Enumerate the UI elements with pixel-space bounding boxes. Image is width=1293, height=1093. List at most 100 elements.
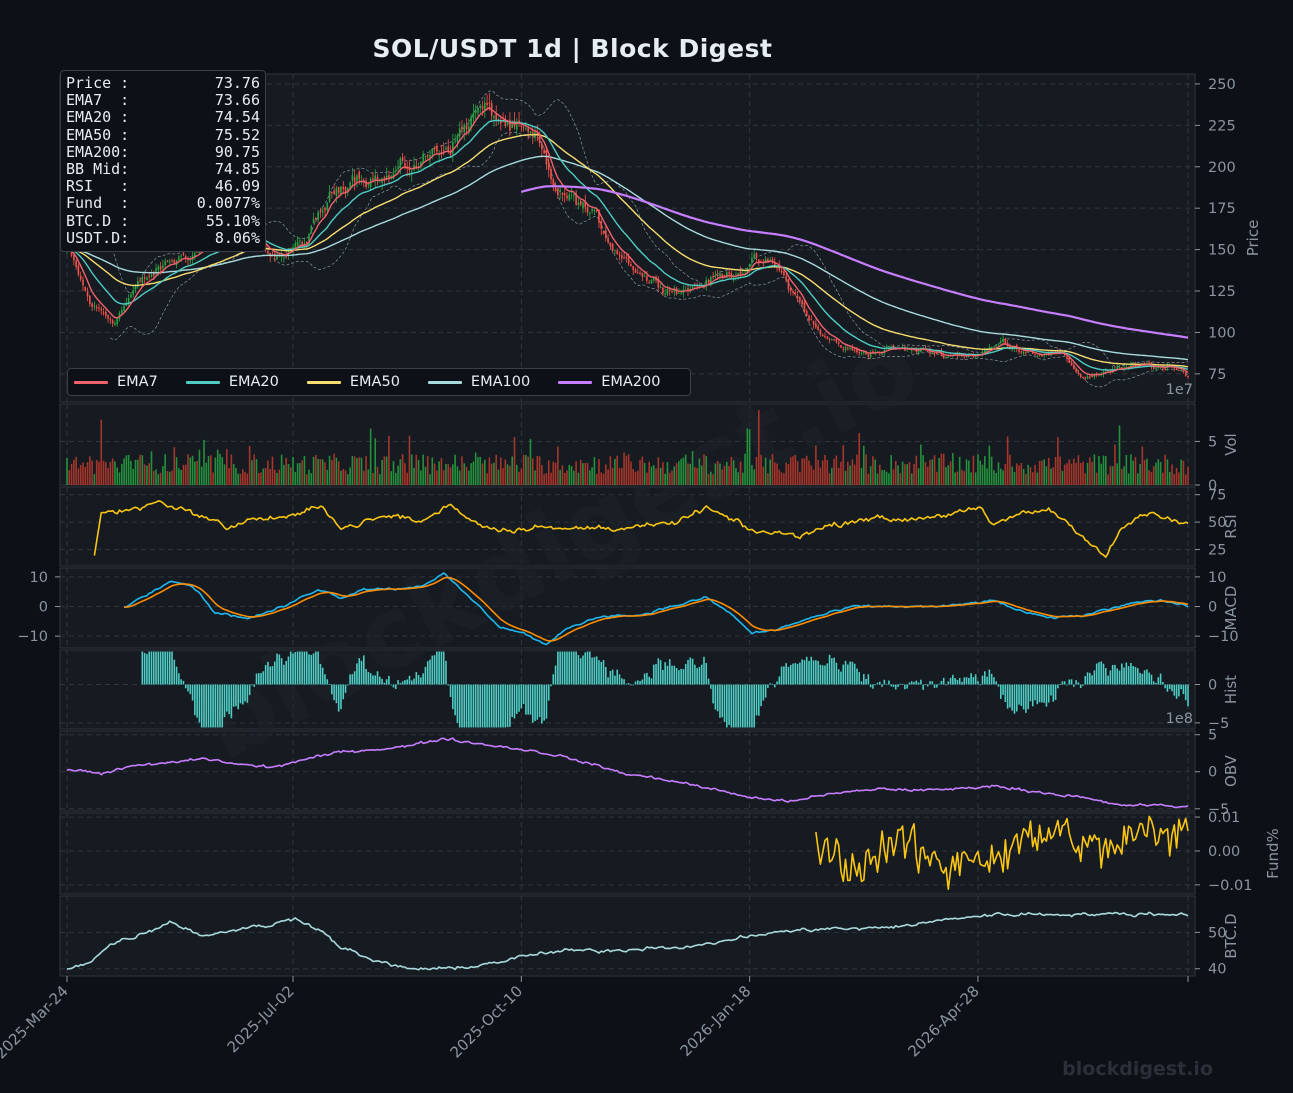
candle-body — [664, 293, 666, 295]
histogram-bar — [515, 684, 518, 714]
volume-bar — [990, 456, 993, 485]
histogram-bar — [863, 674, 865, 685]
volume-bar — [383, 456, 386, 485]
volume-bar — [958, 456, 961, 485]
candle-body — [755, 253, 758, 258]
volume-bar — [127, 454, 130, 485]
histogram-bar — [634, 681, 637, 685]
volume-bar — [260, 472, 262, 485]
volume-bar — [863, 445, 865, 485]
ylabel-rsi: RSI — [1222, 514, 1240, 538]
volume-bar — [995, 472, 998, 485]
volume-bar — [828, 473, 831, 485]
volume-bar — [986, 468, 988, 485]
candle-body — [668, 289, 671, 291]
histogram-bar — [408, 675, 411, 685]
volume-bar — [420, 470, 422, 485]
candle-body — [84, 286, 87, 292]
candle-body — [529, 131, 532, 134]
candle-body — [123, 305, 125, 311]
volume-bar — [689, 463, 692, 485]
histogram-bar — [831, 658, 833, 685]
candle-body — [757, 259, 760, 263]
candle-body — [586, 207, 589, 213]
candle-body — [641, 272, 644, 277]
volume-bar — [1120, 469, 1123, 485]
volume-bar — [93, 474, 96, 485]
candle-body — [317, 212, 319, 220]
histogram-bar — [858, 672, 861, 685]
histogram-bar — [461, 684, 463, 728]
volume-bar — [237, 473, 240, 485]
histogram-bar — [182, 680, 185, 685]
histogram-bar — [817, 660, 819, 685]
volume-bar — [614, 458, 616, 485]
histogram-bar — [746, 684, 749, 728]
histogram-bar — [874, 684, 877, 686]
histogram-bar — [1100, 661, 1103, 685]
histogram-bar — [481, 684, 484, 728]
histogram-bar — [447, 684, 450, 686]
candle-body — [442, 150, 445, 152]
histogram-bar — [810, 656, 813, 685]
histogram-bar — [945, 684, 947, 686]
candle-body — [557, 188, 559, 196]
volume-bar — [226, 449, 228, 485]
histogram-bar — [1043, 684, 1045, 703]
volume-bar — [210, 455, 212, 485]
histogram-bar — [538, 684, 541, 718]
tick-label-macd-right: −10 — [1208, 629, 1239, 645]
candle-body — [554, 187, 557, 191]
candle-body — [1086, 376, 1089, 379]
histogram-bar — [417, 675, 420, 685]
histogram-bar — [499, 684, 502, 728]
volume-bar — [643, 462, 646, 485]
tick-label-price: 200 — [1208, 160, 1236, 176]
volume-bar — [894, 461, 897, 485]
histogram-bar — [246, 684, 249, 703]
candle-body — [86, 291, 89, 297]
histogram-bar — [630, 684, 632, 686]
volume-bar — [376, 466, 379, 485]
histogram-bar — [420, 677, 422, 685]
volume-bar — [600, 472, 603, 485]
ema200-line — [520, 185, 1189, 339]
candle-body — [100, 308, 103, 311]
histogram-bar — [1125, 662, 1128, 685]
volume-bar — [1130, 454, 1132, 485]
volume-bar — [1175, 467, 1178, 485]
volume-bar — [945, 467, 947, 485]
volume-bar — [694, 466, 696, 485]
volume-bar — [205, 462, 208, 485]
candle-body — [321, 210, 324, 213]
volume-bar — [312, 456, 315, 485]
histogram-bar — [221, 684, 224, 728]
histogram-bar — [639, 681, 641, 685]
histogram-bar — [273, 661, 276, 685]
info-row: BTC.D : 55.10% — [66, 212, 260, 230]
ylabel-obv: OBV — [1222, 754, 1240, 787]
volume-bar — [356, 458, 358, 485]
histogram-bar — [933, 684, 936, 688]
histogram-bar — [488, 684, 491, 728]
x-tick-label: 2025-Mar-24 — [0, 982, 72, 1062]
volume-bar — [141, 455, 144, 485]
info-row: EMA20 : 74.54 — [66, 109, 260, 126]
candle-body — [422, 153, 424, 164]
volume-bar — [114, 461, 116, 485]
histogram-bar — [410, 680, 413, 685]
ylabel-hist: Hist — [1222, 675, 1240, 704]
histogram-bar — [1182, 684, 1185, 695]
histogram-bar — [668, 659, 671, 685]
volume-bar — [477, 457, 479, 485]
candle-body — [474, 109, 477, 114]
volume-bar — [394, 472, 397, 485]
volume-bar — [865, 454, 867, 485]
volume-bar — [853, 464, 856, 485]
histogram-bar — [1089, 672, 1091, 685]
volume-bar — [609, 456, 612, 485]
btc-dominance-line — [66, 911, 1189, 971]
histogram-bar — [424, 666, 427, 685]
volume-bar — [73, 459, 75, 485]
histogram-bar — [547, 684, 550, 701]
